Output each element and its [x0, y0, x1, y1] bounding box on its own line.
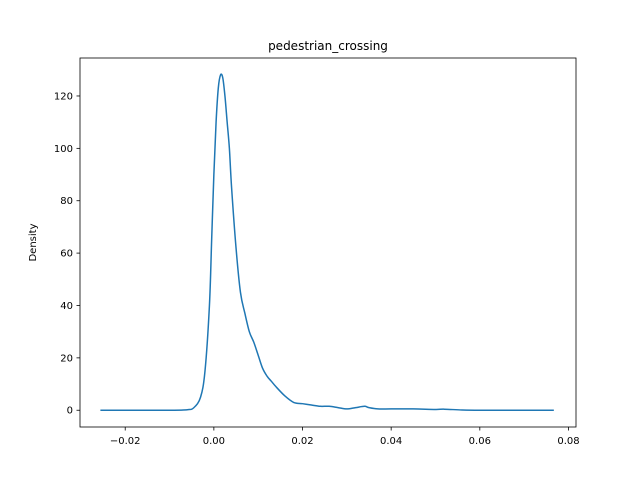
y-axis-ticks: 0 20 40 60 80 100 120	[54, 91, 80, 417]
y-tick-label: 60	[60, 249, 73, 260]
chart-title: pedestrian_crossing	[268, 39, 388, 53]
plot-area	[80, 58, 576, 427]
x-tick-label: 0.04	[380, 436, 402, 447]
y-tick-label: 20	[60, 353, 73, 364]
x-axis-ticks: −0.02 0.00 0.02 0.04 0.06 0.08	[110, 427, 580, 447]
y-tick-label: 0	[67, 406, 73, 417]
x-tick-label: −0.02	[110, 436, 141, 447]
y-tick-label: 120	[54, 91, 73, 102]
y-tick-label: 100	[54, 144, 73, 155]
x-tick-label: 0.06	[469, 436, 491, 447]
y-axis-label: Density	[28, 223, 39, 261]
x-tick-label: 0.00	[203, 436, 225, 447]
y-tick-label: 80	[60, 196, 73, 207]
plot-frame	[79, 57, 577, 428]
density-series-line	[100, 73, 554, 411]
y-tick-label: 40	[60, 301, 73, 312]
x-tick-label: 0.08	[557, 436, 579, 447]
x-tick-label: 0.02	[291, 436, 313, 447]
